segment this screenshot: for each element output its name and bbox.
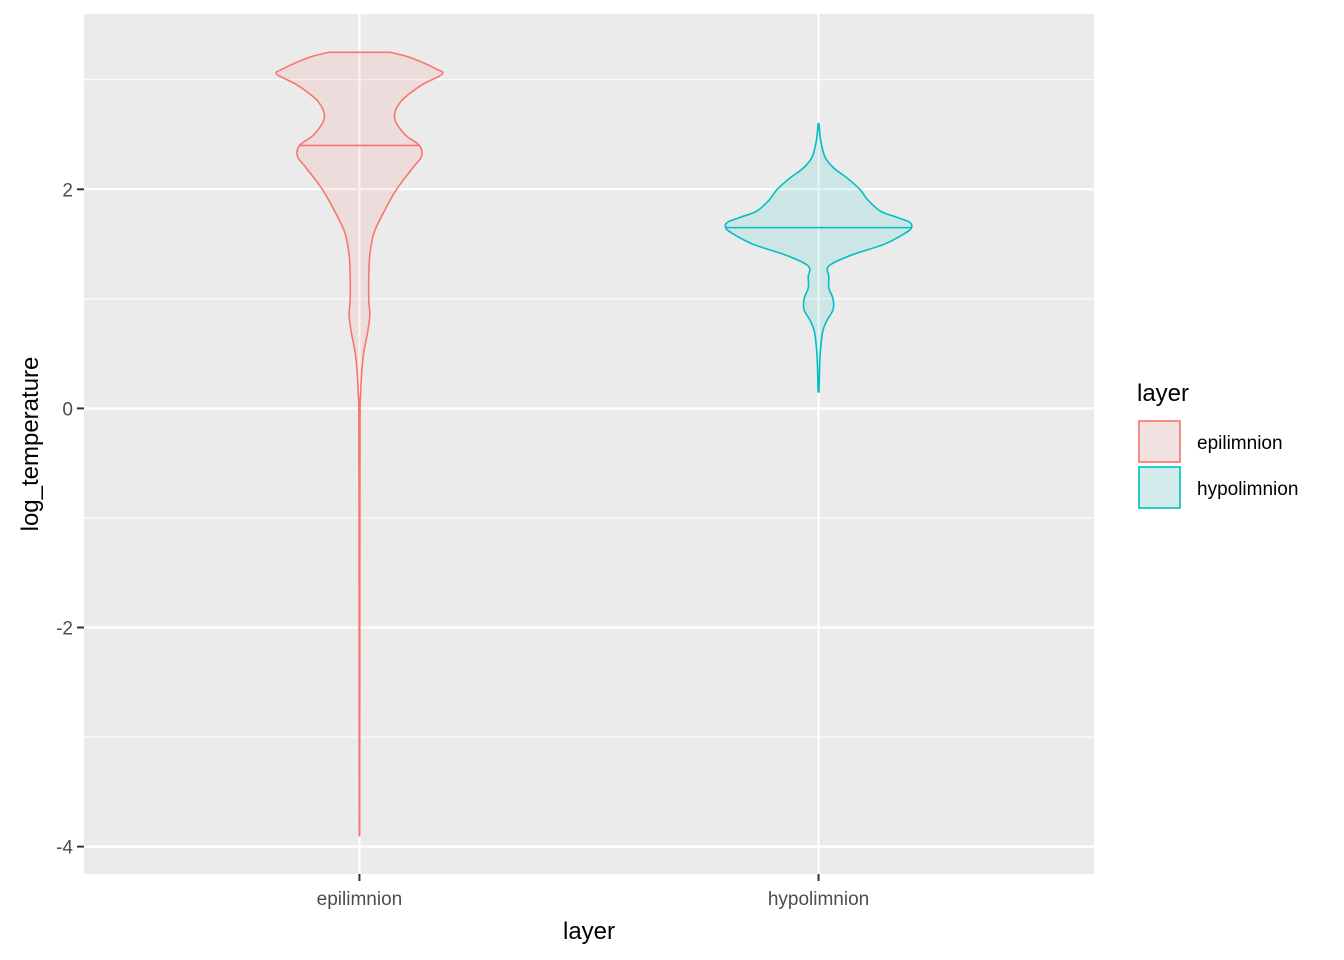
legend-key-background — [1138, 466, 1181, 509]
legend-label-epilimnion: epilimnion — [1197, 433, 1283, 454]
x-axis-title: layer — [563, 918, 615, 945]
legend-items: epilimnion hypolimnion — [1138, 420, 1298, 509]
legend-label-hypolimnion: hypolimnion — [1197, 479, 1298, 500]
x-axis: epilimnion hypolimnion — [317, 874, 869, 910]
legend-key-epilimnion — [1138, 420, 1181, 463]
violin-epilimnion — [275, 51, 444, 837]
violin-hypolimnion — [724, 122, 913, 393]
y-tick-label: 0 — [62, 399, 73, 420]
plot-panel — [84, 14, 1094, 874]
legend-key-hypolimnion — [1138, 466, 1181, 509]
y-tick-label: -4 — [56, 838, 73, 859]
x-tick-label: epilimnion — [317, 889, 403, 910]
x-tick-label: hypolimnion — [768, 889, 869, 910]
y-tick-label: -2 — [56, 619, 73, 640]
y-axis-title: log_temperature — [17, 357, 44, 532]
grid-minor — [84, 79, 1094, 738]
y-axis: -4 -2 0 2 — [56, 180, 84, 859]
legend-title: layer — [1137, 380, 1189, 407]
legend-key-background — [1138, 420, 1181, 463]
violins — [275, 51, 913, 837]
legend: layer epilimnion hypolimnion — [1137, 380, 1298, 509]
y-tick-label: 2 — [62, 180, 73, 201]
